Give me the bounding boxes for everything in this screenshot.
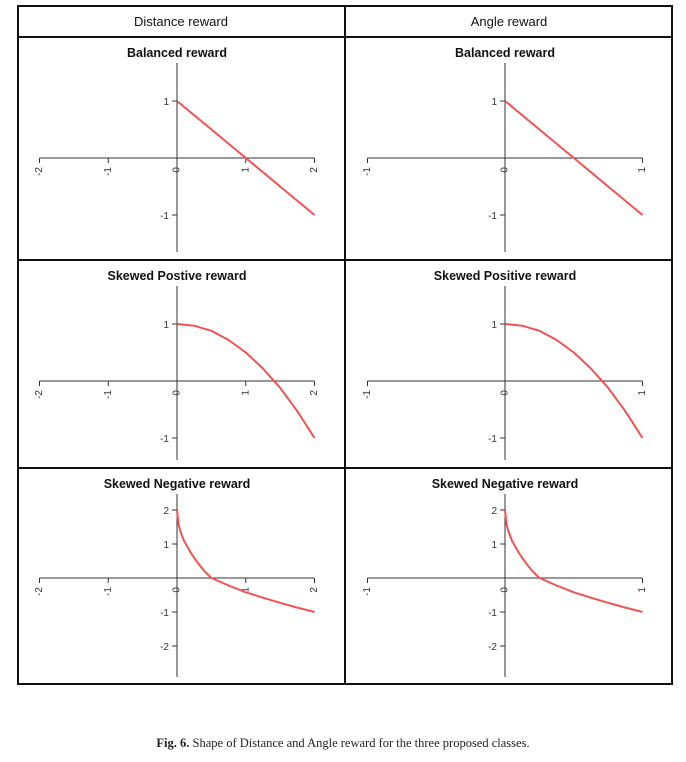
x-tick-label: -2 bbox=[34, 587, 45, 596]
figure-caption: Fig. 6. Shape of Distance and Angle rewa… bbox=[0, 736, 686, 751]
x-tick-label: 0 bbox=[500, 390, 511, 396]
y-tick-label: 1 bbox=[163, 540, 169, 551]
x-tick-label: -1 bbox=[103, 167, 114, 176]
reward-curve bbox=[176, 100, 316, 216]
y-tick-label: 1 bbox=[163, 320, 169, 331]
y-tick-label: 1 bbox=[163, 97, 169, 108]
subplot-title: Balanced reward bbox=[127, 46, 227, 60]
x-tick-label: 1 bbox=[240, 390, 251, 396]
subplot: Skewed Positive reward -1 0 1 1 -1 bbox=[362, 269, 648, 460]
subplot: Skewed Postive reward -2 -1 0 1 2 1 -1 bbox=[34, 269, 320, 460]
x-tick-label: 0 bbox=[500, 167, 511, 173]
subplot-title: Skewed Negative reward bbox=[104, 477, 251, 491]
reward-shape-figure: Distance reward Angle reward Balanced rewa… bbox=[17, 5, 673, 685]
y-tick-label: -1 bbox=[488, 211, 497, 222]
subplot-title: Skewed Postive reward bbox=[108, 269, 247, 283]
subplot: Skewed Negative reward -1 0 1 2 1 -1 -2 bbox=[362, 477, 648, 677]
y-tick-label: -2 bbox=[160, 642, 169, 653]
x-tick-label: 0 bbox=[172, 587, 183, 593]
y-tick-label: 1 bbox=[491, 97, 497, 108]
x-tick-label: 1 bbox=[637, 167, 648, 173]
subplot-title: Skewed Positive reward bbox=[434, 269, 576, 283]
y-tick-label: 2 bbox=[491, 506, 497, 517]
reward-curve bbox=[504, 509, 643, 613]
reward-curve bbox=[504, 323, 644, 439]
column-header: Angle reward bbox=[471, 14, 548, 29]
y-tick-label: -1 bbox=[488, 608, 497, 619]
caption-label: Fig. 6. bbox=[156, 736, 190, 750]
y-tick-label: -1 bbox=[160, 608, 169, 619]
x-tick-label: -1 bbox=[362, 587, 373, 596]
reward-curve bbox=[504, 100, 644, 216]
x-tick-label: 0 bbox=[172, 167, 183, 173]
caption-text: Shape of Distance and Angle reward for t… bbox=[192, 736, 530, 750]
x-tick-label: 1 bbox=[240, 587, 251, 593]
reward-curve bbox=[176, 509, 315, 613]
y-tick-label: 1 bbox=[491, 320, 497, 331]
x-tick-label: -1 bbox=[103, 390, 114, 399]
x-tick-label: 1 bbox=[240, 167, 251, 173]
x-tick-label: -2 bbox=[34, 390, 45, 399]
subplot: Balanced reward -1 0 1 1 -1 bbox=[362, 46, 648, 252]
x-tick-label: 0 bbox=[172, 390, 183, 396]
reward-curve bbox=[176, 323, 316, 439]
x-tick-label: 1 bbox=[637, 390, 648, 396]
x-tick-label: -1 bbox=[362, 390, 373, 399]
x-tick-label: 2 bbox=[309, 390, 320, 396]
subplot-title: Skewed Negative reward bbox=[432, 477, 579, 491]
x-tick-label: 2 bbox=[309, 587, 320, 593]
y-tick-label: 1 bbox=[491, 540, 497, 551]
x-tick-label: 1 bbox=[637, 587, 648, 593]
column-header: Distance reward bbox=[134, 14, 228, 29]
y-tick-label: -1 bbox=[488, 434, 497, 445]
x-tick-label: 2 bbox=[309, 167, 320, 173]
x-tick-label: 0 bbox=[500, 587, 511, 593]
y-tick-label: -1 bbox=[160, 211, 169, 222]
figure-grid: Distance reward Angle reward Balanced rewa… bbox=[17, 5, 673, 685]
x-tick-label: -2 bbox=[34, 167, 45, 176]
y-tick-label: 2 bbox=[163, 506, 169, 517]
subplot: Balanced reward -2 -1 0 1 2 1 -1 bbox=[34, 46, 320, 252]
subplot: Skewed Negative reward -2 -1 0 1 2 2 1 -1 -2 bbox=[34, 477, 320, 677]
y-tick-label: -2 bbox=[488, 642, 497, 653]
subplot-title: Balanced reward bbox=[455, 46, 555, 60]
x-tick-label: -1 bbox=[103, 587, 114, 596]
x-tick-label: -1 bbox=[362, 167, 373, 176]
y-tick-label: -1 bbox=[160, 434, 169, 445]
